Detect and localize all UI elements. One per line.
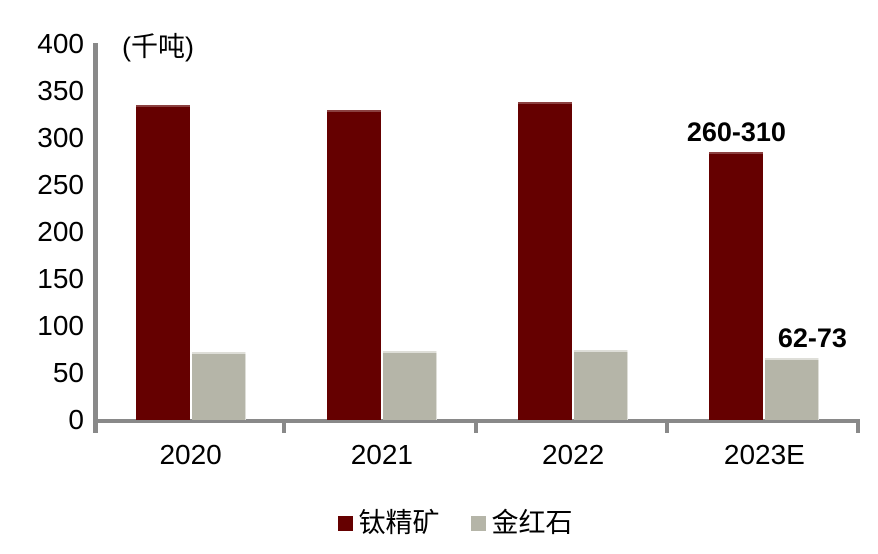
- y-tick-label: 150: [37, 263, 84, 294]
- y-tick-label: 300: [37, 122, 84, 153]
- legend-swatch: [337, 515, 353, 531]
- bar-钛精矿-2023E: [709, 152, 764, 420]
- x-axis-tick: [664, 419, 669, 433]
- y-tick-label: 350: [37, 75, 84, 106]
- x-axis-label: 2022: [541, 439, 605, 470]
- y-tick-label: 250: [37, 169, 84, 200]
- x-axis-tick: [473, 419, 478, 433]
- x-axis-label: 2021: [350, 439, 414, 470]
- legend: 钛精矿 金红石: [16, 507, 878, 539]
- bar-annotation: 260-310: [686, 117, 786, 148]
- legend-swatch: [470, 515, 486, 531]
- y-axis-unit-label: (千吨): [122, 32, 194, 62]
- x-axis-tick: [856, 419, 860, 433]
- bar-金红石-2021: [382, 351, 437, 420]
- y-tick-label: 200: [37, 216, 84, 247]
- bar-钛精矿-2022: [518, 102, 573, 420]
- y-tick-label: 100: [37, 310, 84, 341]
- legend-item-金红石: 金红石: [470, 507, 573, 539]
- y-tick-label: 0: [68, 404, 84, 435]
- bar-金红石-2023E: [765, 357, 820, 420]
- bar-钛精矿-2020: [135, 105, 190, 420]
- legend-item-钛精矿: 钛精矿: [337, 507, 440, 539]
- y-axis-line: [93, 43, 98, 433]
- y-tick-label: 50: [52, 357, 84, 388]
- bar-金红石-2022: [574, 349, 629, 420]
- legend-label: 金红石: [491, 508, 573, 538]
- x-axis-tick: [282, 419, 287, 433]
- y-tick-label: 400: [37, 28, 84, 59]
- x-axis-label: 2023E: [723, 439, 805, 470]
- bar-金红石-2020: [191, 352, 246, 420]
- bar-annotation: 62-73: [777, 322, 847, 353]
- bar-钛精矿-2021: [326, 109, 381, 420]
- legend-label: 钛精矿: [358, 508, 440, 538]
- x-axis-label: 2020: [159, 439, 222, 470]
